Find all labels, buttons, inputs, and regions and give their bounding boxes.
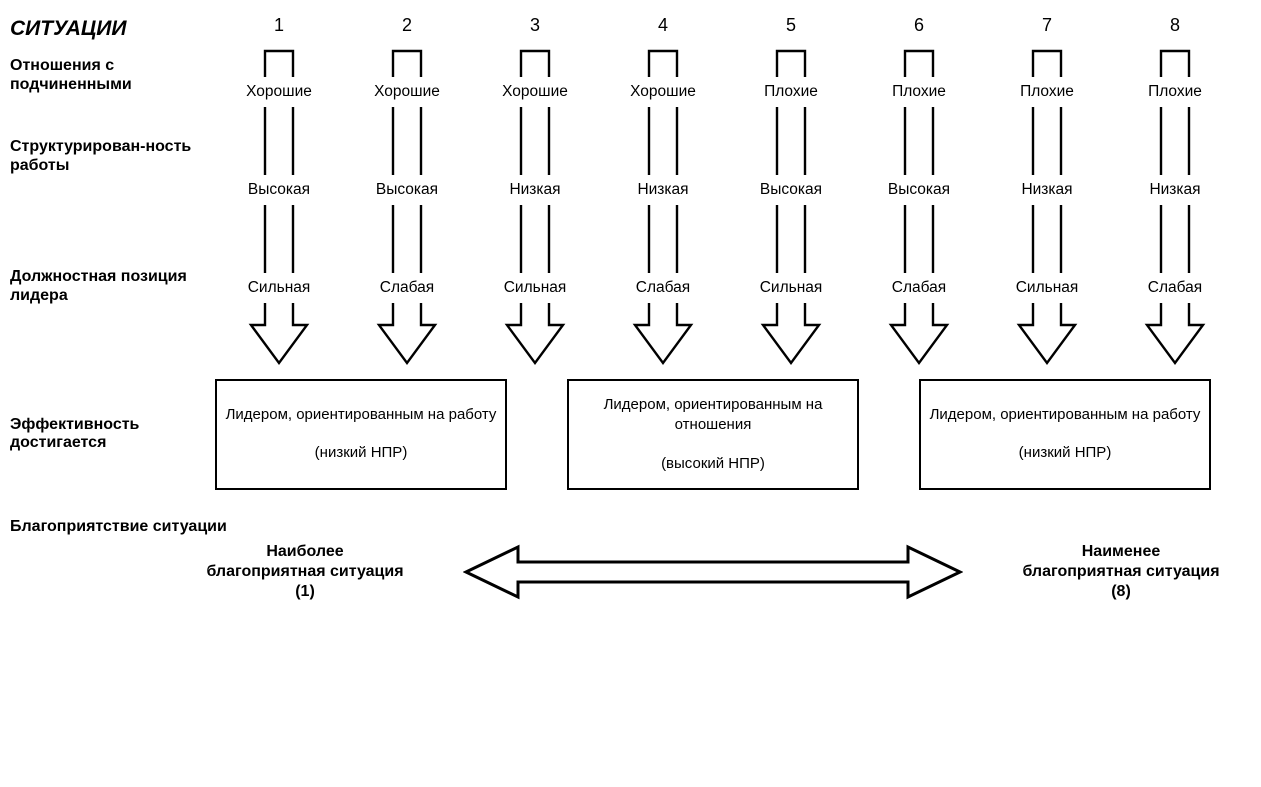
favorability-right: Наименее благоприятная ситуация (8)	[1021, 542, 1221, 602]
label-effectiveness: Эффективность достигается	[10, 379, 215, 490]
val-position: Слабая	[343, 273, 471, 303]
bracket-icon	[855, 43, 983, 77]
bracket-icon	[983, 43, 1111, 77]
val-structure: Низкая	[471, 175, 599, 205]
val-position: Сильная	[727, 273, 855, 303]
pipes-icon	[599, 107, 727, 175]
situation-grid: СИТУАЦИИ 1 2 3 4 5 6 7 8 Отношения с под…	[10, 15, 1251, 367]
arrowhead-icon	[855, 303, 983, 367]
favorability-section: Благоприятствие ситуации Наиболее благоп…	[10, 518, 1251, 602]
eff-sub: (низкий НПР)	[225, 443, 497, 463]
pipes-icon	[1111, 205, 1239, 273]
eff-main: Лидером, ориентированным на отношения	[577, 395, 849, 436]
val-structure: Высокая	[727, 175, 855, 205]
val-relations: Хорошие	[471, 77, 599, 107]
val-structure: Низкая	[1111, 175, 1239, 205]
val-structure: Высокая	[215, 175, 343, 205]
val-position: Сильная	[215, 273, 343, 303]
val-position: Слабая	[599, 273, 727, 303]
pipes-icon	[1111, 107, 1239, 175]
pipes-icon	[215, 205, 343, 273]
pipes-icon	[471, 107, 599, 175]
bracket-icon	[1111, 43, 1239, 77]
pipes-icon	[471, 205, 599, 273]
label-position: Должностная позиция лидера	[10, 205, 215, 367]
bracket-icon	[727, 43, 855, 77]
title: СИТУАЦИИ	[10, 15, 215, 43]
arrowhead-icon	[1111, 303, 1239, 367]
val-relations: Плохие	[727, 77, 855, 107]
bracket-icon	[215, 43, 343, 77]
arrowhead-icon	[983, 303, 1111, 367]
eff-sub: (высокий НПР)	[577, 454, 849, 474]
val-relations: Хорошие	[599, 77, 727, 107]
col-6: 6	[855, 15, 983, 43]
val-position: Сильная	[983, 273, 1111, 303]
bracket-icon	[343, 43, 471, 77]
val-position: Сильная	[471, 273, 599, 303]
bracket-icon	[471, 43, 599, 77]
pipes-icon	[215, 107, 343, 175]
bracket-icon	[599, 43, 727, 77]
col-5: 5	[727, 15, 855, 43]
arrowhead-icon	[471, 303, 599, 367]
label-relations: Отношения с подчиненными	[10, 43, 215, 107]
pipes-icon	[343, 107, 471, 175]
pipes-icon	[599, 205, 727, 273]
col-3: 3	[471, 15, 599, 43]
arrowhead-icon	[727, 303, 855, 367]
double-arrow-icon	[405, 542, 1021, 602]
pipes-icon	[727, 205, 855, 273]
val-structure: Низкая	[983, 175, 1111, 205]
val-structure: Низкая	[599, 175, 727, 205]
val-relations: Плохие	[983, 77, 1111, 107]
eff-main: Лидером, ориентированным на работу	[225, 405, 497, 425]
val-relations: Хорошие	[215, 77, 343, 107]
arrowhead-icon	[343, 303, 471, 367]
eff-main: Лидером, ориентированным на работу	[929, 405, 1201, 425]
col-7: 7	[983, 15, 1111, 43]
effectiveness-box: Лидером, ориентированным на работу (низк…	[215, 379, 507, 490]
val-relations: Плохие	[1111, 77, 1239, 107]
val-position: Слабая	[1111, 273, 1239, 303]
effectiveness-box: Лидером, ориентированным на отношения (в…	[567, 379, 859, 490]
col-8: 8	[1111, 15, 1239, 43]
label-structure: Структурирован-ность работы	[10, 107, 215, 205]
arrowhead-icon	[215, 303, 343, 367]
eff-sub: (низкий НПР)	[929, 443, 1201, 463]
pipes-icon	[343, 205, 471, 273]
pipes-icon	[983, 107, 1111, 175]
col-1: 1	[215, 15, 343, 43]
col-4: 4	[599, 15, 727, 43]
effectiveness-row: Эффективность достигается Лидером, ориен…	[10, 379, 1251, 490]
pipes-icon	[983, 205, 1111, 273]
col-2: 2	[343, 15, 471, 43]
favorability-left: Наиболее благоприятная ситуация (1)	[205, 542, 405, 602]
val-structure: Высокая	[343, 175, 471, 205]
label-favorability: Благоприятствие ситуации	[10, 518, 1251, 536]
pipes-icon	[855, 107, 983, 175]
pipes-icon	[855, 205, 983, 273]
val-structure: Высокая	[855, 175, 983, 205]
val-relations: Хорошие	[343, 77, 471, 107]
pipes-icon	[727, 107, 855, 175]
effectiveness-box: Лидером, ориентированным на работу (низк…	[919, 379, 1211, 490]
arrowhead-icon	[599, 303, 727, 367]
val-relations: Плохие	[855, 77, 983, 107]
val-position: Слабая	[855, 273, 983, 303]
